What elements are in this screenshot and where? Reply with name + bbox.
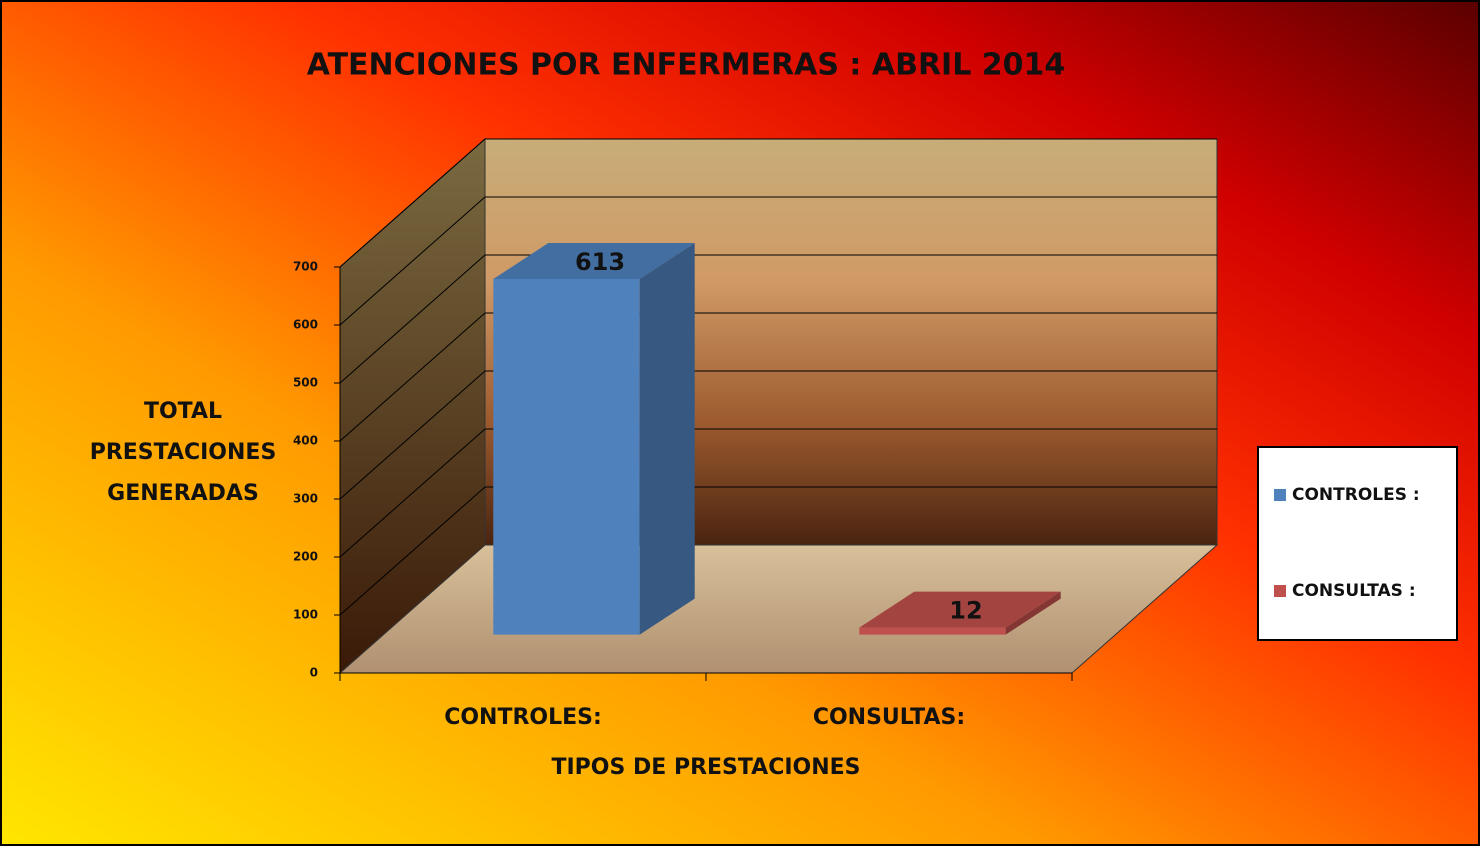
legend-swatch	[1274, 489, 1286, 501]
grid-line	[339, 138, 486, 268]
grid-line	[339, 370, 486, 500]
y-tick-label: 700	[293, 260, 318, 274]
data-label: 613	[575, 248, 625, 276]
y-axis-title: PRESTACIONES	[90, 440, 277, 465]
grid-line	[339, 254, 486, 384]
legend-label: CONTROLES :	[1292, 485, 1420, 505]
grid-line	[339, 196, 486, 326]
bar	[493, 243, 695, 635]
legend-box	[1257, 446, 1458, 641]
bar	[859, 591, 1061, 635]
bar-front	[859, 627, 1006, 635]
chart-title: ATENCIONES POR ENFERMERAS : ABRIL 2014	[307, 48, 1066, 83]
grid-line	[339, 428, 486, 558]
y-axis-title: TOTAL	[144, 399, 222, 424]
grid-line	[339, 486, 486, 616]
data-label: 12	[949, 597, 982, 625]
bar-top	[859, 591, 1061, 628]
x-axis-title: TIPOS DE PRESTACIONES	[551, 755, 860, 780]
grid-line	[339, 312, 486, 442]
bar-side	[639, 243, 695, 635]
y-tick-label: 400	[293, 434, 318, 448]
legend-swatch	[1274, 585, 1286, 597]
y-tick-label: 500	[293, 376, 318, 390]
floor	[338, 544, 1219, 674]
y-tick-label: 200	[293, 550, 318, 564]
bar-top	[493, 243, 695, 280]
y-tick-label: 0	[310, 666, 318, 680]
legend-label: CONSULTAS :	[1292, 581, 1416, 601]
x-tick-label: CONSULTAS:	[813, 705, 965, 730]
y-tick-label: 600	[293, 318, 318, 332]
y-axis-title: GENERADAS	[107, 481, 259, 506]
bar-front	[493, 279, 640, 635]
y-tick-label: 100	[293, 608, 318, 622]
x-tick-label: CONTROLES:	[444, 705, 602, 730]
bar-side	[1005, 591, 1061, 635]
y-tick-label: 300	[293, 492, 318, 506]
